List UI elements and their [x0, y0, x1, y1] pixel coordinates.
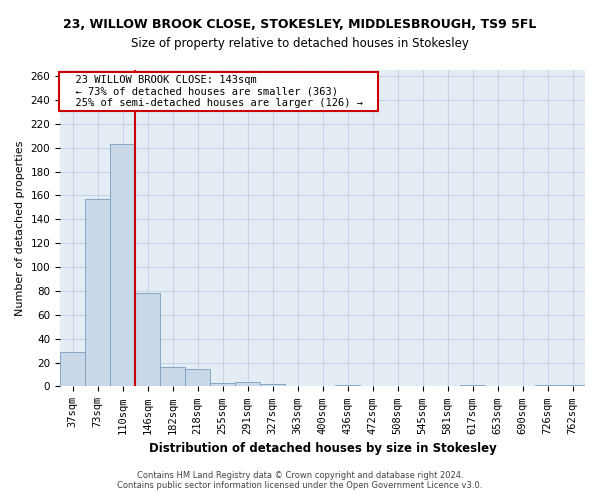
Bar — [235, 382, 260, 386]
Bar — [260, 384, 285, 386]
Bar — [210, 383, 235, 386]
Bar — [85, 199, 110, 386]
Bar — [135, 294, 160, 386]
Bar — [160, 368, 185, 386]
Bar — [185, 368, 210, 386]
Text: 23 WILLOW BROOK CLOSE: 143sqm  
  ← 73% of detached houses are smaller (363)  
 : 23 WILLOW BROOK CLOSE: 143sqm ← 73% of d… — [62, 75, 375, 108]
Text: Contains HM Land Registry data © Crown copyright and database right 2024.
Contai: Contains HM Land Registry data © Crown c… — [118, 470, 482, 490]
Text: 23, WILLOW BROOK CLOSE, STOKESLEY, MIDDLESBROUGH, TS9 5FL: 23, WILLOW BROOK CLOSE, STOKESLEY, MIDDL… — [64, 18, 536, 30]
X-axis label: Distribution of detached houses by size in Stokesley: Distribution of detached houses by size … — [149, 442, 496, 455]
Bar — [110, 144, 135, 386]
Text: Size of property relative to detached houses in Stokesley: Size of property relative to detached ho… — [131, 38, 469, 51]
Bar — [60, 352, 85, 386]
Y-axis label: Number of detached properties: Number of detached properties — [15, 140, 25, 316]
